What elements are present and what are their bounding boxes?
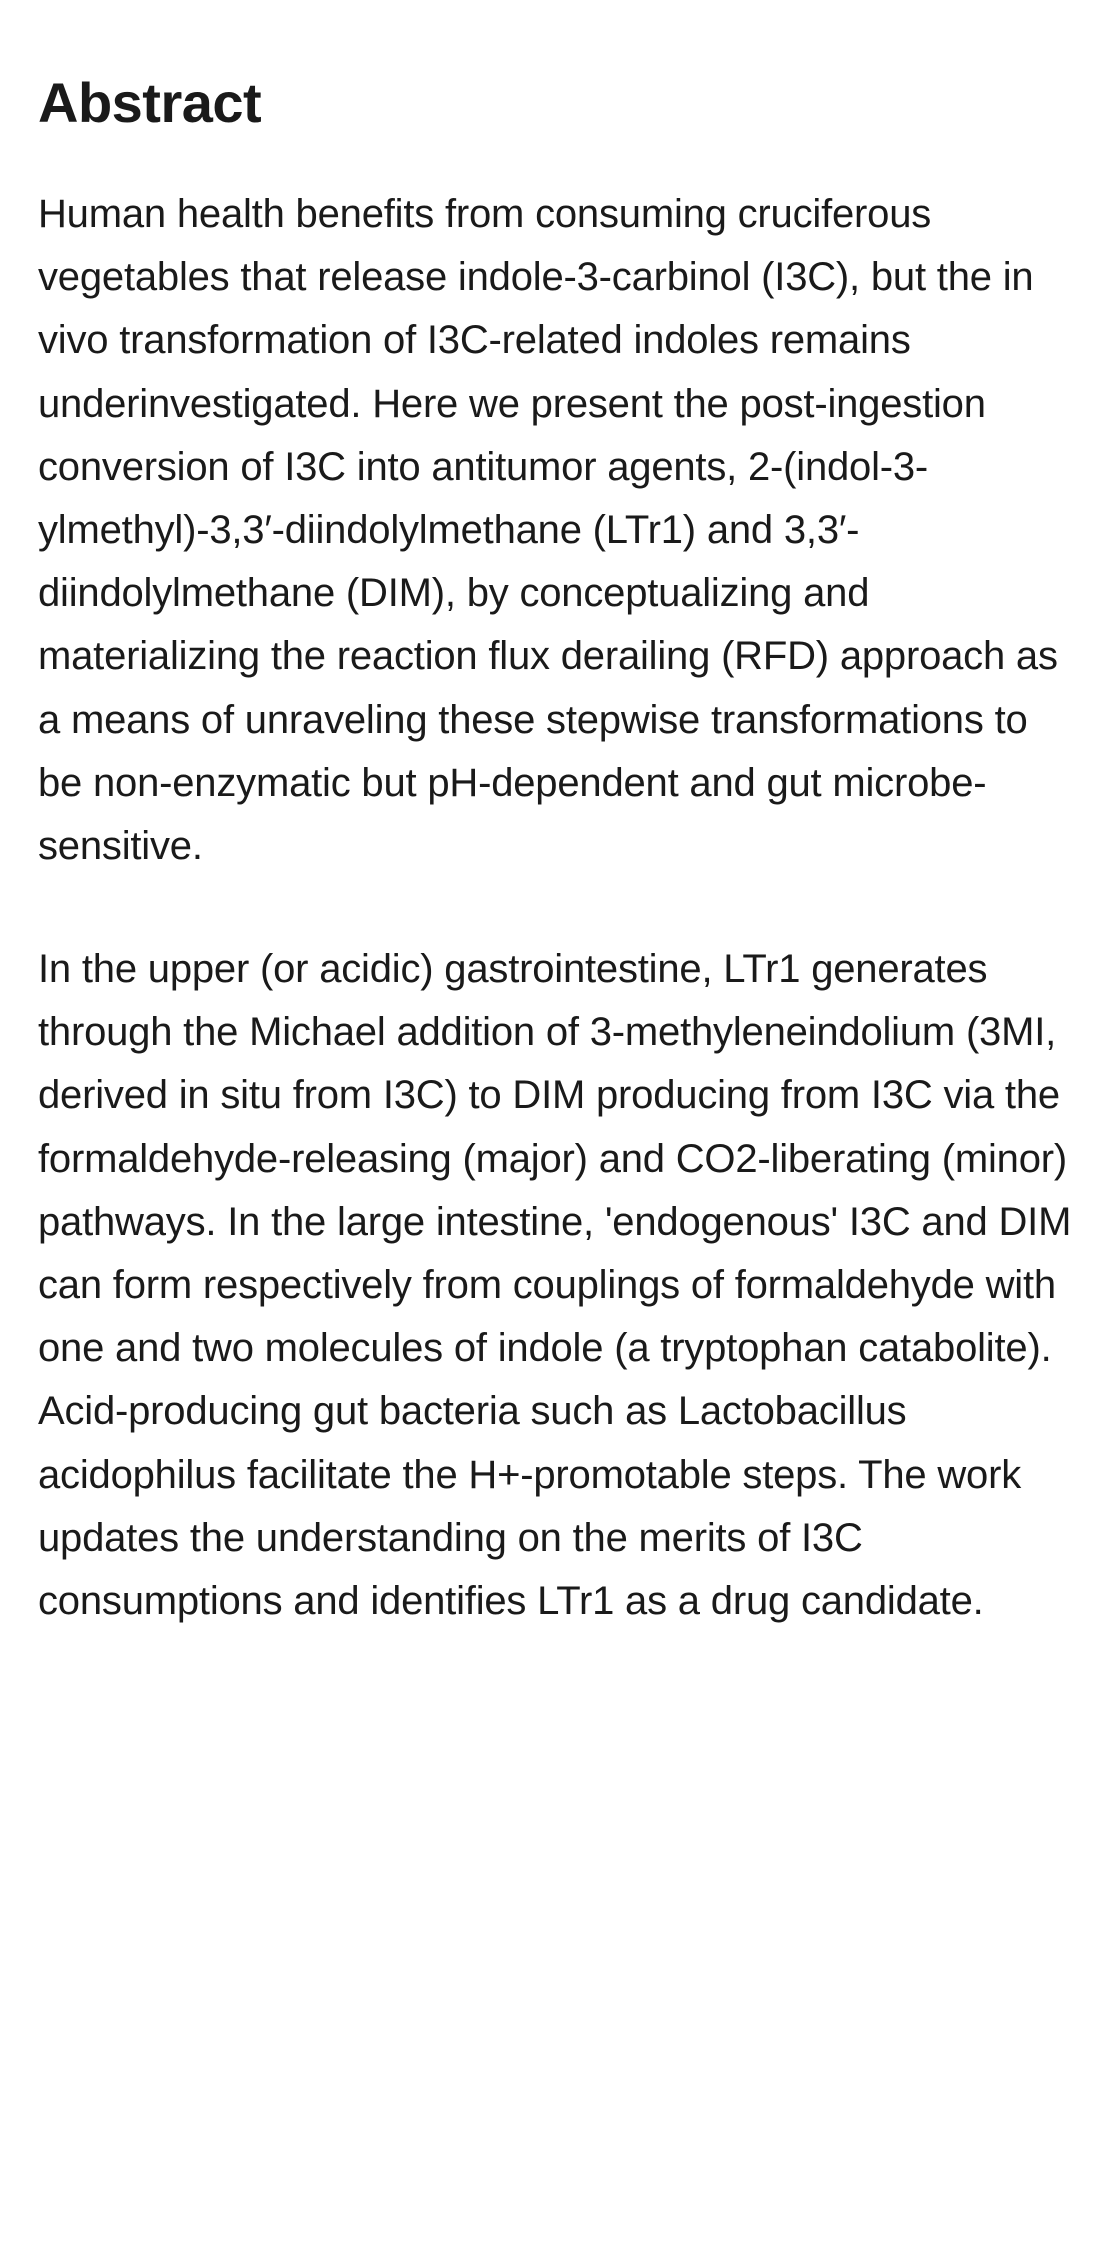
abstract-paragraph-1: Human health benefits from consuming cru… xyxy=(38,183,1079,878)
abstract-title: Abstract xyxy=(38,70,1079,135)
abstract-paragraph-2: In the upper (or acidic) gastrointestine… xyxy=(38,938,1079,1633)
abstract-container: Abstract Human health benefits from cons… xyxy=(0,0,1117,1713)
